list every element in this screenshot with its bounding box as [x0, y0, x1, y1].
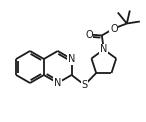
Text: N: N — [100, 45, 107, 55]
Text: O: O — [85, 30, 93, 40]
Text: S: S — [81, 80, 88, 90]
Text: N: N — [54, 77, 61, 87]
Text: O: O — [110, 24, 118, 34]
Text: N: N — [68, 54, 75, 64]
